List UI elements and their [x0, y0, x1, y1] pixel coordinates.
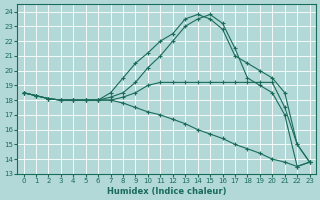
X-axis label: Humidex (Indice chaleur): Humidex (Indice chaleur): [107, 187, 226, 196]
